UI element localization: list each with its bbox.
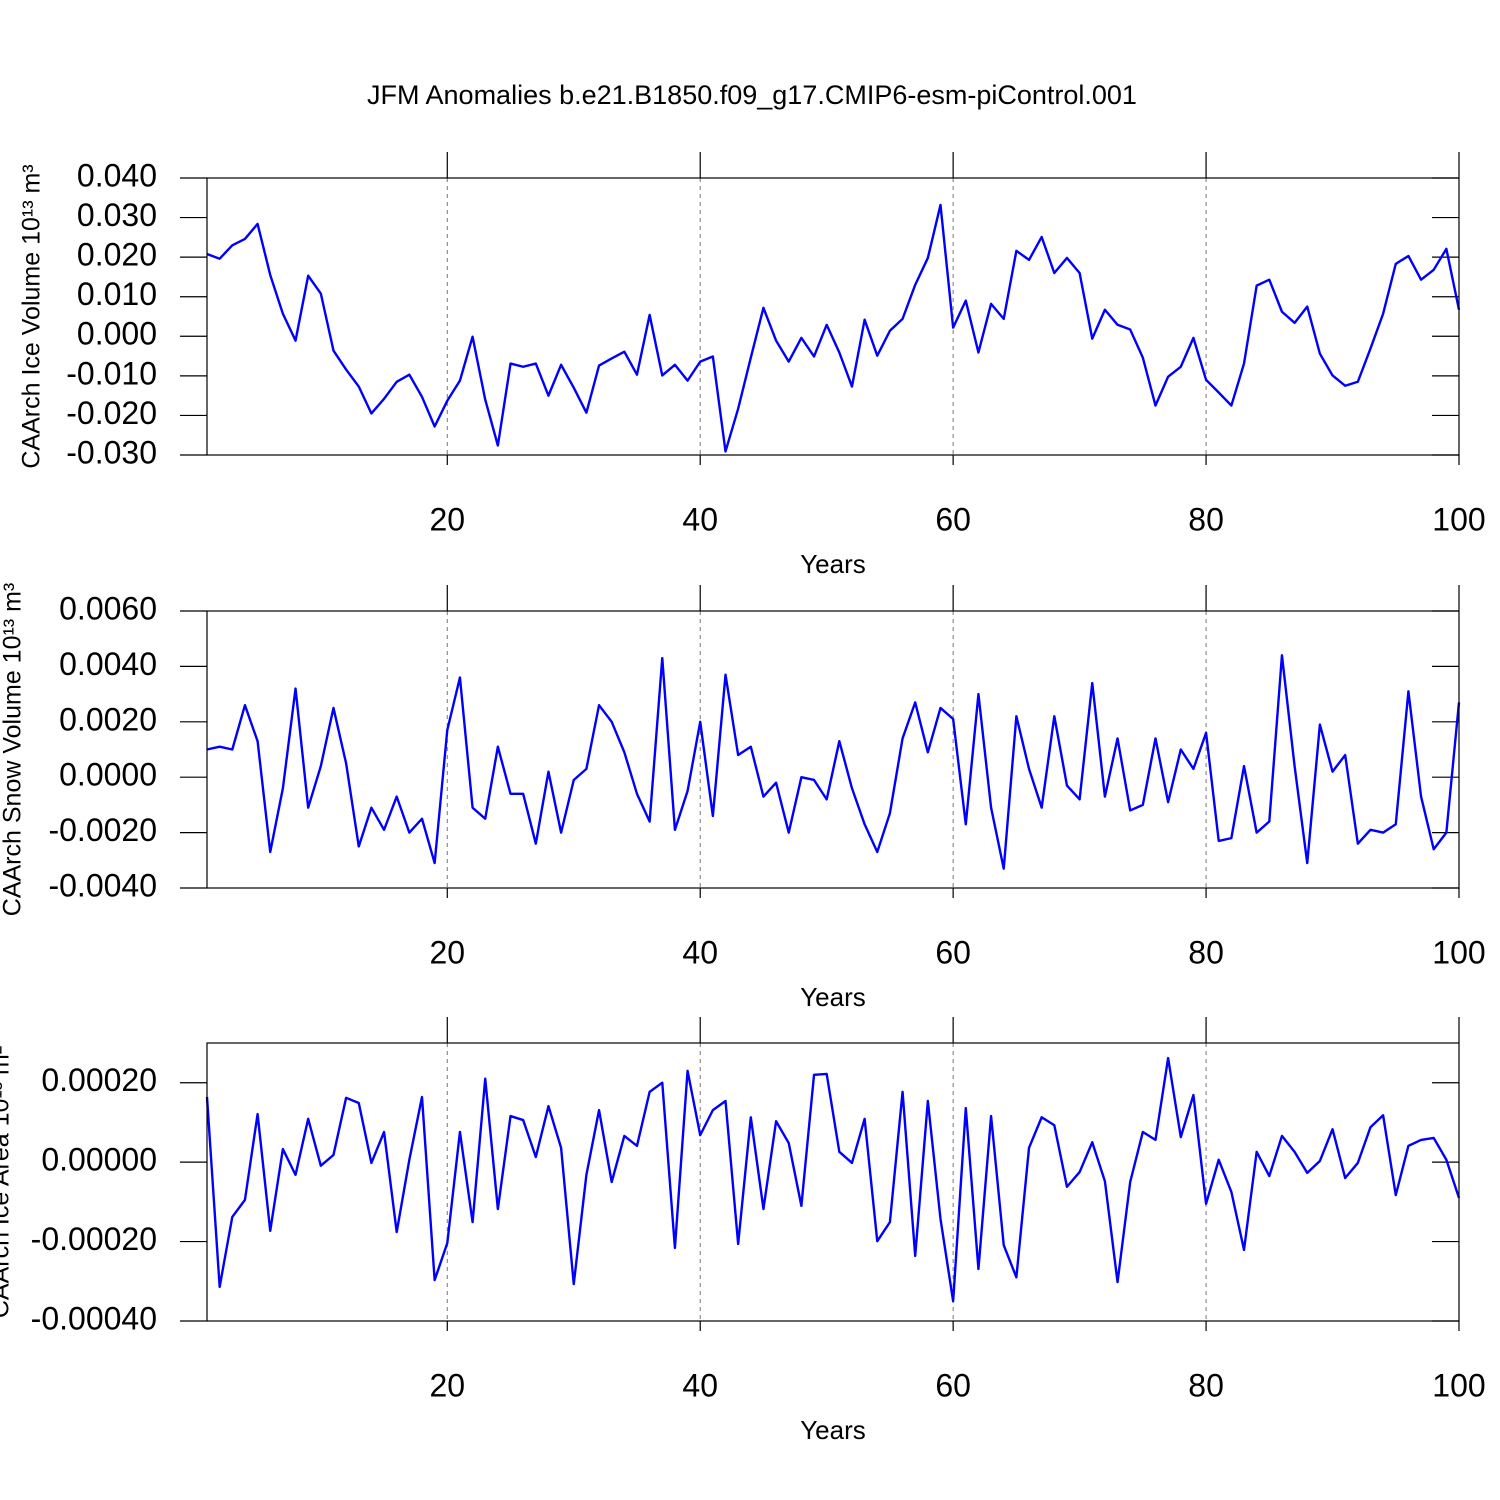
x-tick-label: 100 — [1432, 934, 1485, 970]
y-tick-label: -0.00040 — [31, 1300, 157, 1336]
y-tick-label: 0.010 — [77, 276, 157, 312]
y-tick-label: -0.00020 — [31, 1221, 157, 1257]
y-tick-label: -0.020 — [66, 395, 157, 431]
y-tick-label: -0.0020 — [48, 812, 157, 848]
y-tick-label: 0.0020 — [59, 701, 157, 737]
plot-frame — [206, 610, 1460, 889]
y-tick-label: 0.0000 — [59, 757, 157, 793]
x-tick-label: 100 — [1432, 1367, 1485, 1403]
x-axis-label: Years — [800, 1415, 866, 1445]
y-tick-label: 0.030 — [77, 197, 157, 233]
x-tick-label: 20 — [429, 1367, 465, 1403]
x-axis-label: Years — [800, 549, 866, 579]
data-line — [206, 654, 1461, 870]
plot-frame — [206, 177, 1460, 456]
x-tick-label: 60 — [935, 1367, 971, 1403]
y-tick-label: 0.0060 — [59, 590, 157, 626]
x-axis-label: Years — [800, 982, 866, 1012]
y-tick-label: -0.010 — [66, 355, 157, 391]
y-tick-label: -0.030 — [66, 434, 157, 470]
x-tick-label: 80 — [1188, 501, 1224, 537]
x-tick-label: 40 — [682, 1367, 718, 1403]
x-tick-label: 80 — [1188, 934, 1224, 970]
y-tick-label: 0.00000 — [41, 1142, 157, 1178]
y-tick-label: 0.000 — [77, 316, 157, 352]
data-line — [205, 1056, 1461, 1303]
y-axis-label: CAArch Snow Volume 10¹³ m³ — [0, 583, 27, 916]
chart-title: JFM Anomalies b.e21.B1850.f09_g17.CMIP6-… — [367, 80, 1137, 110]
y-tick-label: -0.0040 — [48, 867, 157, 903]
data-line — [206, 203, 1461, 453]
y-axis-label: CAArch Ice Volume 10¹³ m³ — [18, 164, 46, 468]
y-axis-label: CAArch Ice Area 10¹³ m² — [0, 1046, 15, 1318]
x-tick-label: 40 — [682, 934, 718, 970]
x-tick-label: 100 — [1432, 501, 1485, 537]
x-tick-label: 60 — [935, 501, 971, 537]
x-tick-label: 20 — [429, 934, 465, 970]
x-tick-label: 20 — [429, 501, 465, 537]
x-tick-label: 80 — [1188, 1367, 1224, 1403]
y-tick-label: 0.040 — [77, 157, 157, 193]
y-tick-label: 0.0040 — [59, 646, 157, 682]
x-tick-label: 60 — [935, 934, 971, 970]
x-tick-label: 40 — [682, 501, 718, 537]
plot-frame — [206, 1042, 1460, 1322]
y-tick-label: 0.00020 — [41, 1062, 157, 1098]
y-tick-label: 0.020 — [77, 237, 157, 273]
